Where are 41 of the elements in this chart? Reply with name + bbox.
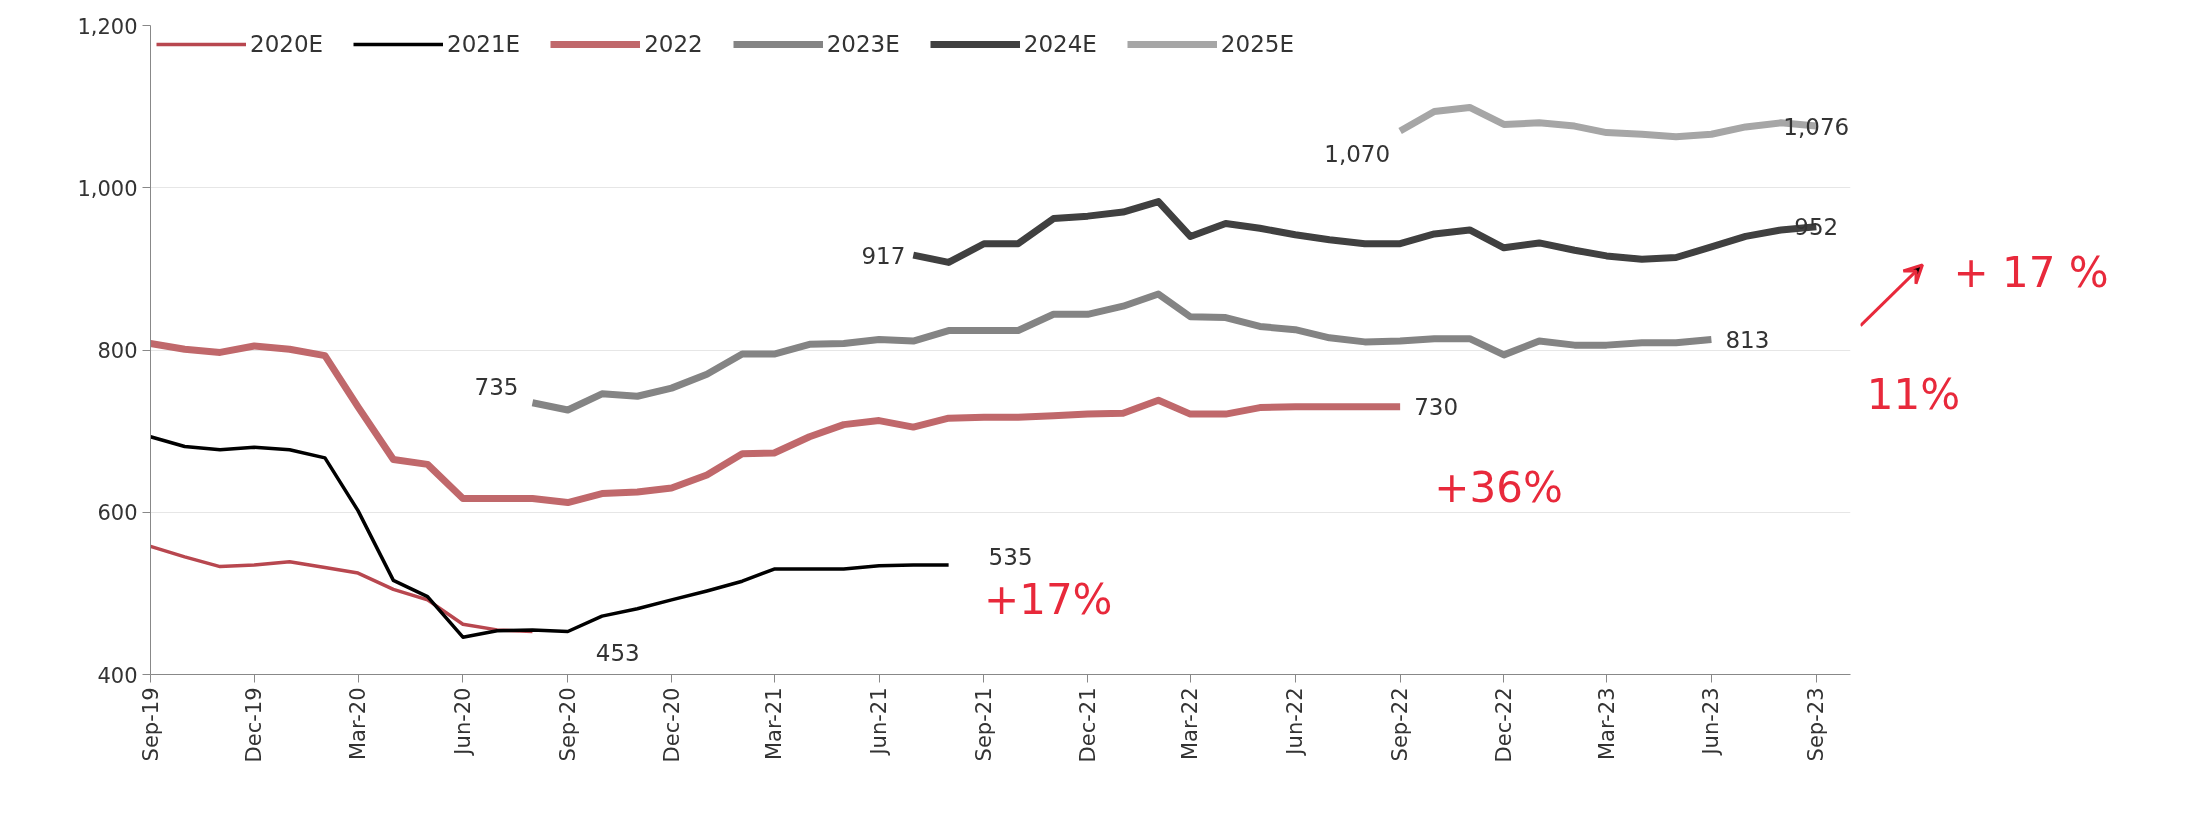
x-tick-label: Mar-20 <box>346 687 371 761</box>
legend-label: 2021E <box>447 31 521 57</box>
y-tick-label: 1,000 <box>77 176 138 201</box>
x-tick-label: Dec-22 <box>1491 687 1516 763</box>
x-tick-label: Mar-22 <box>1178 687 1203 761</box>
x-tick-label: Dec-19 <box>242 687 267 763</box>
x-tick-label: Sep-23 <box>1804 687 1829 762</box>
data-label: 917 <box>861 242 906 269</box>
x-tick-label: Jun-23 <box>1699 687 1724 757</box>
text: 11% <box>1866 369 1961 419</box>
y-tick-label: 400 <box>97 663 138 688</box>
y-tick-label: 800 <box>97 339 138 363</box>
x-tick-label: Sep-22 <box>1388 687 1413 762</box>
x-tick-label: Jun-20 <box>450 687 475 757</box>
x-tick-label: Jun-22 <box>1283 687 1308 757</box>
x-tick-label: Dec-21 <box>1075 687 1100 763</box>
data-label: 1,076 <box>1783 113 1850 140</box>
data-label: 1,070 <box>1324 140 1391 167</box>
x-tick-label: Sep-21 <box>971 687 996 762</box>
x-tick-label: Mar-23 <box>1594 687 1619 761</box>
text: + 17 % <box>1953 248 2109 298</box>
legend-label: 2020E <box>250 31 324 57</box>
data-label: 813 <box>1725 326 1770 353</box>
annotation: +36% <box>1434 463 1563 513</box>
x-tick-label: Mar-21 <box>762 687 787 761</box>
legend-label: 2023E <box>826 31 900 57</box>
x-tick-label: Jun-21 <box>867 687 892 757</box>
y-tick-label: 600 <box>97 501 138 526</box>
data-label: 735 <box>474 373 519 400</box>
x-tick-label: Sep-19 <box>138 687 163 762</box>
legend-label: 2022 <box>644 31 703 57</box>
data-label: 730 <box>1414 394 1459 421</box>
y-tick-label: 1,200 <box>77 14 138 39</box>
line-series <box>150 435 951 639</box>
legend-label: 2024E <box>1023 31 1097 57</box>
data-label: 535 <box>988 544 1033 571</box>
x-tick-label: Sep-20 <box>555 687 580 762</box>
x-tick-label: Dec-20 <box>659 687 684 763</box>
data-label: 453 <box>595 639 640 666</box>
legend-label: 2025E <box>1220 31 1294 57</box>
annotation: +17% <box>983 575 1113 625</box>
